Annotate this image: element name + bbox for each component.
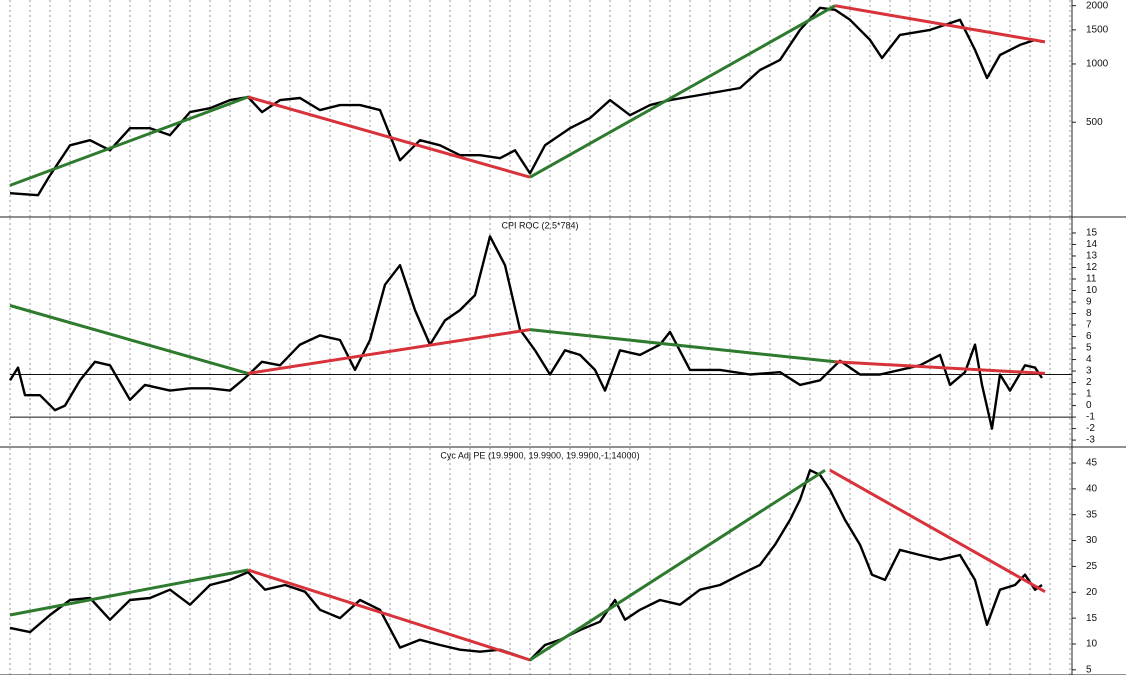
y-tick-label: -1 [1086, 412, 1095, 423]
y-tick-label: 1000 [1086, 59, 1109, 70]
series-line [247, 328, 531, 375]
series-line [529, 328, 836, 364]
y-tick-label: 20 [1086, 587, 1098, 598]
y-tick-label: 35 [1086, 509, 1098, 520]
y-tick-label: 5 [1086, 664, 1092, 675]
series-line [529, 468, 826, 662]
y-tick-label: 15 [1086, 228, 1098, 239]
series-line [9, 95, 249, 187]
series-line [247, 568, 531, 662]
y-tick-label: 8 [1086, 308, 1092, 319]
series-line [9, 469, 1043, 662]
y-tick-label: 2 [1086, 377, 1092, 388]
y-tick-label: 40 [1086, 483, 1098, 494]
y-tick-label: 7 [1086, 320, 1092, 331]
panel-title: CPI ROC (2.5*784) [501, 220, 578, 230]
y-tick-label: 5 [1086, 343, 1092, 354]
y-tick-label: 1500 [1086, 25, 1109, 36]
y-tick-label: 14 [1086, 239, 1098, 250]
y-tick-label: 0 [1086, 400, 1092, 411]
series-line [829, 468, 1046, 594]
series-line [834, 4, 1046, 44]
panel-title: Cyc Adj PE (19.9900, 19.9900, 19.9900,-1… [440, 450, 639, 460]
y-tick-label: 45 [1086, 458, 1098, 469]
y-tick-label: -3 [1086, 435, 1095, 446]
y-tick-label: 30 [1086, 535, 1098, 546]
series-line [8, 235, 1043, 430]
y-tick-label: 4 [1086, 354, 1092, 365]
y-tick-label: -2 [1086, 423, 1095, 434]
y-tick-label: 6 [1086, 331, 1092, 342]
y-tick-label: 25 [1086, 561, 1098, 572]
y-tick-label: 9 [1086, 297, 1092, 308]
series-line [9, 6, 1043, 197]
series-line [247, 95, 531, 179]
y-tick-label: 1 [1086, 389, 1092, 400]
series-line [834, 360, 1046, 375]
y-tick-label: 13 [1086, 251, 1098, 262]
series-line [9, 568, 249, 617]
y-tick-label: 2000 [1086, 0, 1109, 11]
y-tick-label: 500 [1086, 117, 1103, 128]
y-tick-label: 11 [1086, 274, 1097, 285]
series-line [9, 304, 249, 375]
y-tick-label: 12 [1086, 262, 1098, 273]
y-tick-label: 10 [1086, 639, 1098, 650]
y-tick-label: 3 [1086, 366, 1092, 377]
y-tick-label: 10 [1086, 285, 1098, 296]
y-tick-label: 15 [1086, 613, 1098, 624]
series-line [529, 4, 836, 179]
